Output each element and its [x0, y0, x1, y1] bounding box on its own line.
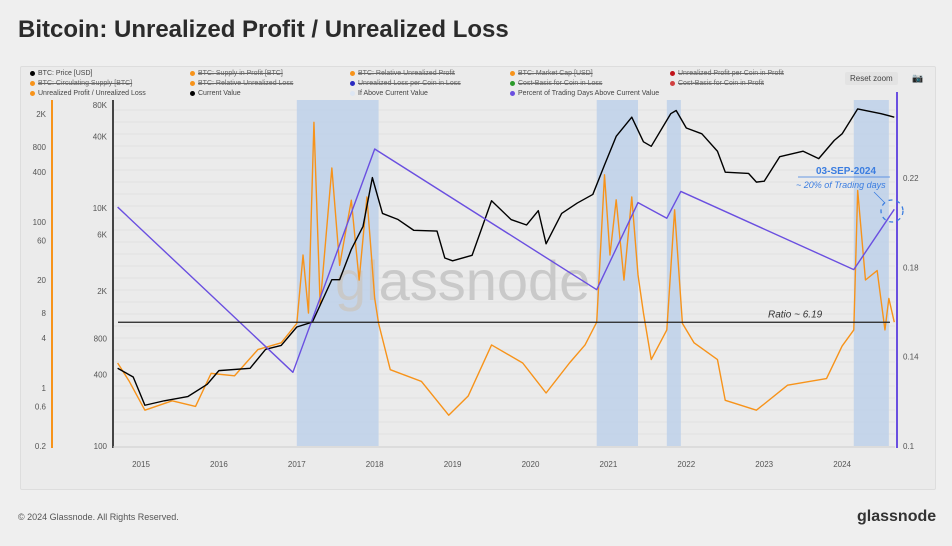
x-tick-label: 2023 — [755, 460, 773, 469]
legend-dot-icon — [670, 70, 675, 76]
legend-label: BTC: Supply in Profit [BTC] — [198, 70, 283, 77]
annotation-arrow — [873, 191, 886, 204]
percent-tick-label: 0.1 — [903, 442, 915, 451]
legend-item[interactable]: Cost-Basis for Coin in Loss — [510, 80, 602, 88]
ratio-tick-label: 0.6 — [35, 402, 47, 411]
legend-label: If Above Current Value — [358, 90, 428, 97]
x-tick-label: 2018 — [366, 460, 384, 469]
page-title: Bitcoin: Unrealized Profit / Unrealized … — [18, 16, 509, 43]
ratio-tick-label: 2K — [36, 110, 46, 119]
legend-dot-icon — [510, 70, 515, 76]
ratio-tick-label: 1 — [42, 384, 47, 393]
legend-label: BTC: Relative Unrealized Loss — [198, 80, 294, 87]
price-tick-label: 2K — [97, 287, 107, 296]
legend-dot-icon — [510, 80, 515, 86]
series-line-price — [117, 108, 895, 406]
legend-dot-icon — [510, 90, 515, 96]
legend-label: Cost-Basis for Coin in Loss — [518, 80, 603, 87]
ratio-tick-label: 800 — [33, 143, 47, 152]
above-current-band — [296, 100, 379, 446]
above-current-band — [596, 100, 639, 446]
legend-dot-icon — [30, 70, 35, 76]
series-line-ratio — [117, 121, 895, 416]
x-tick-label: 2017 — [288, 460, 306, 469]
copyright: © 2024 Glassnode. All Rights Reserved. — [18, 512, 179, 522]
price-tick-label: 40K — [93, 132, 108, 141]
price-tick-label: 400 — [94, 370, 108, 379]
x-tick-label: 2022 — [677, 460, 695, 469]
legend-label: Percent of Trading Days Above Current Va… — [518, 90, 660, 97]
legend-item[interactable]: BTC: Relative Unrealized Profit — [350, 70, 455, 78]
annotation-circle — [880, 199, 904, 223]
ratio-tick-label: 400 — [33, 168, 47, 177]
legend-dot-icon — [350, 70, 355, 76]
ratio-tick-label: 100 — [33, 218, 47, 227]
above-current-band — [853, 100, 889, 446]
legend-item[interactable]: If Above Current Value — [350, 90, 428, 98]
ratio-tick-label: 60 — [37, 236, 46, 245]
ratio-annotation: Ratio ~ 6.19 — [768, 309, 823, 320]
legend-dot-icon — [190, 80, 195, 86]
x-tick-label: 2016 — [210, 460, 228, 469]
x-tick-label: 2021 — [600, 460, 618, 469]
price-tick-label: 100 — [94, 442, 108, 451]
ratio-tick-label: 4 — [42, 334, 47, 343]
legend-item[interactable]: BTC: Market Cap [USD] — [510, 70, 593, 78]
percent-tick-label: 0.14 — [903, 353, 919, 362]
legend-item[interactable]: Unrealized Profit / Unrealized Loss — [30, 90, 146, 98]
percent-tick-label: 0.22 — [903, 174, 919, 183]
legend-dot-icon — [30, 90, 35, 96]
legend-item[interactable]: BTC: Relative Unrealized Loss — [190, 80, 293, 88]
legend-dot-icon — [190, 90, 195, 96]
price-tick-label: 80K — [93, 101, 108, 110]
glassnode-logo: glassnode — [857, 508, 937, 525]
legend-dot-icon — [350, 90, 355, 96]
above-current-band — [666, 100, 681, 446]
legend-dot-icon — [30, 80, 35, 86]
legend-label: Unrealized Profit per Coin in Profit — [678, 70, 784, 77]
legend-item[interactable]: BTC: Circulating Supply [BTC] — [30, 80, 132, 88]
date-annotation: 03-SEP-2024 — [816, 166, 876, 177]
x-tick-label: 2020 — [522, 460, 540, 469]
legend-label: BTC: Price [USD] — [38, 70, 93, 77]
ratio-tick-label: 20 — [37, 276, 46, 285]
legend-label: BTC: Relative Unrealized Profit — [358, 70, 455, 77]
price-tick-label: 800 — [94, 335, 108, 344]
ratio-tick-label: 8 — [42, 309, 47, 318]
price-tick-label: 10K — [93, 204, 108, 213]
x-tick-label: 2024 — [833, 460, 851, 469]
x-tick-label: 2019 — [444, 460, 462, 469]
percent-tick-label: 0.18 — [903, 263, 919, 272]
legend-item[interactable]: Cost-Basis for Coin in Profit — [670, 80, 764, 88]
ratio-tick-label: 0.2 — [35, 442, 47, 451]
legend-dot-icon — [670, 80, 675, 86]
series-line-percent — [117, 148, 895, 374]
reset-zoom-button[interactable]: Reset zoom — [845, 72, 898, 85]
x-tick-label: 2015 — [132, 460, 150, 469]
legend-item[interactable]: Unrealized Loss per Coin in Loss — [350, 80, 461, 88]
legend-dot-icon — [350, 80, 355, 86]
watermark: glassnode — [335, 249, 590, 312]
legend-item[interactable]: Unrealized Profit per Coin in Profit — [670, 70, 784, 78]
legend-item[interactable]: BTC: Price [USD] — [30, 70, 92, 78]
trading-days-annotation: ~ 20% of Trading days — [796, 180, 886, 190]
legend-label: BTC: Market Cap [USD] — [518, 70, 593, 77]
price-tick-label: 6K — [97, 230, 107, 239]
legend-dot-icon — [190, 70, 195, 76]
legend-label: Unrealized Profit / Unrealized Loss — [38, 90, 146, 97]
legend-item[interactable]: Percent of Trading Days Above Current Va… — [510, 90, 659, 98]
legend-item[interactable]: BTC: Supply in Profit [BTC] — [190, 70, 283, 78]
legend-label: Cost-Basis for Coin in Profit — [678, 80, 764, 87]
legend-label: Current Value — [198, 90, 241, 97]
legend-label: Unrealized Loss per Coin in Loss — [358, 80, 461, 87]
legend-item[interactable]: Current Value — [190, 90, 241, 98]
camera-icon[interactable]: 📷 — [912, 73, 924, 83]
legend-label: BTC: Circulating Supply [BTC] — [38, 80, 133, 87]
